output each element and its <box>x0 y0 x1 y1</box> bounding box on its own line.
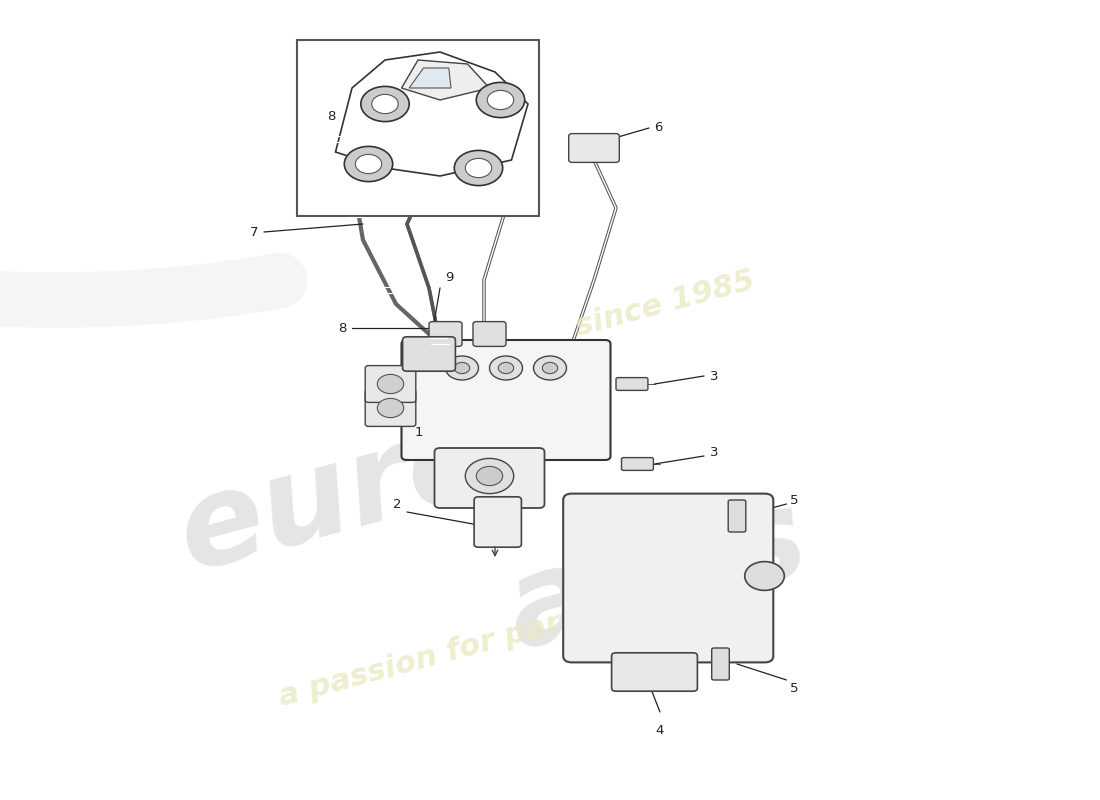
Text: 7: 7 <box>250 226 258 238</box>
Text: 3: 3 <box>710 370 718 382</box>
FancyBboxPatch shape <box>402 340 610 460</box>
FancyBboxPatch shape <box>365 366 416 402</box>
Text: 4: 4 <box>656 724 664 737</box>
Circle shape <box>542 362 558 374</box>
Circle shape <box>465 458 514 494</box>
Polygon shape <box>402 60 490 100</box>
Circle shape <box>745 562 784 590</box>
Text: 8: 8 <box>338 322 346 334</box>
Text: 3: 3 <box>710 446 718 458</box>
FancyBboxPatch shape <box>473 322 506 346</box>
Circle shape <box>534 356 566 380</box>
Polygon shape <box>336 52 528 176</box>
Circle shape <box>487 90 514 110</box>
Text: 6: 6 <box>654 122 663 134</box>
Circle shape <box>498 362 514 374</box>
FancyBboxPatch shape <box>569 134 619 162</box>
FancyBboxPatch shape <box>403 337 455 371</box>
Text: a passion for parts: a passion for parts <box>275 600 595 712</box>
FancyBboxPatch shape <box>616 378 648 390</box>
FancyBboxPatch shape <box>474 497 521 547</box>
Text: ares: ares <box>495 478 821 674</box>
Text: 8: 8 <box>327 110 336 122</box>
Text: 5: 5 <box>790 494 799 506</box>
Text: 2: 2 <box>393 498 402 510</box>
Circle shape <box>377 398 404 418</box>
Circle shape <box>446 356 478 380</box>
Circle shape <box>344 146 393 182</box>
Polygon shape <box>409 68 451 88</box>
Circle shape <box>361 86 409 122</box>
FancyBboxPatch shape <box>434 448 544 508</box>
Text: since 1985: since 1985 <box>572 266 758 342</box>
Circle shape <box>377 374 404 394</box>
Circle shape <box>465 158 492 178</box>
FancyBboxPatch shape <box>365 390 416 426</box>
Text: 9: 9 <box>446 271 454 284</box>
FancyBboxPatch shape <box>563 494 773 662</box>
FancyBboxPatch shape <box>728 500 746 532</box>
Circle shape <box>454 362 470 374</box>
Text: 1: 1 <box>415 426 424 438</box>
Circle shape <box>355 154 382 174</box>
Text: euro: euro <box>165 396 507 596</box>
FancyBboxPatch shape <box>621 458 653 470</box>
Circle shape <box>476 466 503 486</box>
Bar <box>297 40 539 216</box>
FancyBboxPatch shape <box>712 648 729 680</box>
FancyBboxPatch shape <box>429 322 462 346</box>
Text: 5: 5 <box>790 682 799 694</box>
Circle shape <box>454 150 503 186</box>
Circle shape <box>372 94 398 114</box>
Circle shape <box>490 356 522 380</box>
FancyBboxPatch shape <box>612 653 697 691</box>
Circle shape <box>476 82 525 118</box>
